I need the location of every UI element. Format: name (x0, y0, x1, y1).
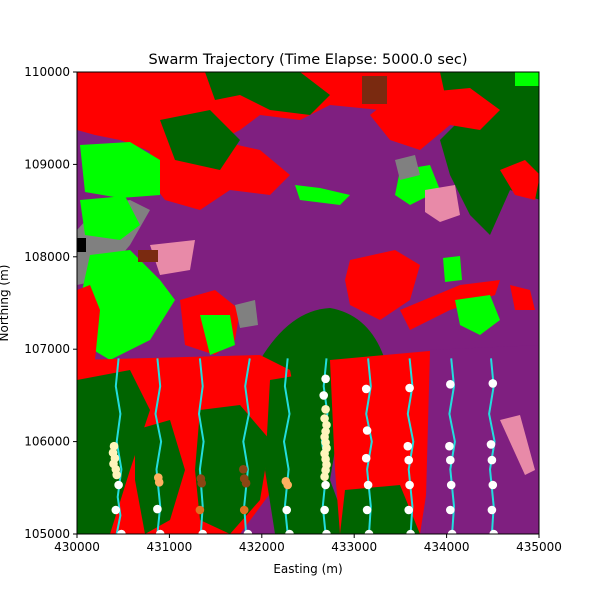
map-region-brightgreen-left (80, 142, 160, 198)
map-region-gray-center (235, 300, 258, 328)
swarm-point (241, 478, 251, 488)
swarm-point (282, 505, 292, 515)
map-region-brightgreen-center2 (455, 295, 500, 335)
swarm-point (239, 505, 249, 515)
swarm-point (362, 505, 372, 515)
swarm-point (488, 480, 498, 490)
swarm-point (446, 480, 456, 490)
trajectory-3 (197, 358, 205, 534)
map-region-green-topright (515, 72, 539, 86)
swarm-point (320, 505, 329, 515)
plot-frame (76, 71, 540, 535)
swarm-point (114, 480, 123, 490)
swarm-point (239, 465, 248, 474)
x-tick-label: 430000 (54, 540, 100, 554)
swarm-point (154, 478, 164, 487)
map-region-brightgreen-left2 (80, 196, 140, 240)
swarm-point (404, 455, 414, 465)
swarm-point (112, 470, 121, 480)
swarm-point (283, 480, 293, 490)
swarm-point (488, 379, 498, 388)
swarm-point (487, 505, 497, 515)
swarm-point (405, 480, 414, 490)
map-region-gray-right (395, 155, 420, 180)
trajectory-1 (114, 358, 123, 534)
map-region-brightgreen-left-center (200, 315, 235, 355)
land-cover-map (77, 72, 539, 534)
map-region-darkgreen-bottom-mid2 (195, 405, 270, 534)
map-region-pink-left (150, 240, 195, 275)
map-region-pink-bottom-right (500, 415, 535, 475)
x-axis: 430000 431000 432000 433000 434000 435000 (54, 534, 562, 554)
swarm-point (321, 405, 330, 414)
swarm-point (321, 480, 330, 490)
swarm-point (445, 441, 454, 451)
swarm-point (446, 380, 455, 389)
swarm-point (321, 465, 330, 475)
map-region-red-left (77, 285, 100, 370)
map-region-brown-left (138, 250, 158, 262)
swarm-point (487, 455, 497, 465)
x-axis-label: Easting (m) (273, 562, 342, 576)
map-region-black (77, 238, 86, 252)
swarm-point (109, 441, 119, 451)
x-tick-label: 432000 (239, 540, 285, 554)
map-region-darkgreen-bottom-center (340, 485, 420, 534)
x-tick-label: 431000 (146, 540, 192, 554)
y-tick-label: 105000 (24, 527, 70, 541)
trajectory-7 (365, 358, 373, 534)
swarm-point (320, 414, 329, 423)
map-region-red-right (370, 88, 500, 150)
map-region-darkgreen-top2 (160, 110, 240, 170)
map-region-brown-top (362, 76, 387, 104)
map-region-pink-right (425, 185, 460, 222)
swarm-point (363, 480, 373, 490)
y-tick-label: 106000 (24, 435, 70, 449)
map-region-red-bottom-center (330, 350, 445, 534)
x-tick-label: 435000 (516, 540, 562, 554)
swarm-point (446, 455, 455, 465)
map-region-red-right2 (500, 160, 539, 200)
swarm-point (486, 440, 496, 449)
y-axis-label: Northing (m) (0, 265, 11, 342)
chart-title: Swarm Trajectory (Time Elapse: 5000.0 se… (148, 52, 467, 68)
y-tick-label: 110000 (24, 65, 70, 79)
map-region-brightgreen-center (295, 185, 350, 205)
swarm-point (404, 505, 414, 515)
map-region-brightgreen-center3 (443, 256, 462, 282)
swarm-point (322, 420, 331, 430)
map-region-brightgreen-left3 (80, 250, 175, 360)
swarm-point (446, 505, 455, 515)
swarm-point (362, 426, 372, 435)
swarm-point (321, 374, 330, 384)
swarm-point (361, 453, 371, 463)
swarm-point (197, 478, 206, 488)
y-axis: 105000 106000 107000 108000 109000 110000 (24, 65, 77, 541)
map-region-red-center (345, 250, 420, 320)
swarm-point (320, 472, 329, 482)
map-region-darkgreen-top (205, 72, 330, 115)
x-tick-label: 434000 (424, 540, 470, 554)
y-tick-label: 107000 (24, 342, 70, 356)
swarm-point (405, 383, 414, 393)
x-tick-label: 433000 (331, 540, 377, 554)
swarm-point (403, 441, 413, 451)
swarm-point (319, 391, 329, 400)
map-region-red-center2 (400, 280, 500, 330)
swarm-point (111, 505, 121, 515)
map-region-red-right3 (510, 285, 535, 310)
swarm-point (361, 384, 371, 394)
y-tick-label: 108000 (24, 250, 70, 264)
swarm-point (195, 505, 205, 515)
y-tick-label: 109000 (24, 157, 70, 171)
swarm-point (153, 504, 162, 514)
